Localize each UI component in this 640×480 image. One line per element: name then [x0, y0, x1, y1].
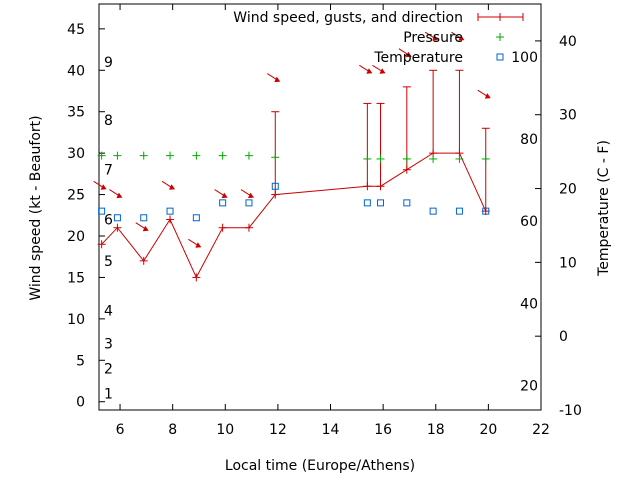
wind-direction-arrowhead [116, 192, 123, 199]
y2-tick-label: 40 [559, 34, 577, 50]
wind-direction-arrowhead [366, 68, 373, 74]
y2-tick-label: 0 [559, 329, 568, 345]
y-tick-label: 35 [67, 105, 85, 121]
wind-direction-arrowhead [100, 184, 107, 190]
temperature-point [245, 199, 253, 207]
plot-frame [98, 3, 542, 411]
y-tick-label: 15 [67, 270, 85, 286]
x-tick-label: 8 [168, 422, 177, 438]
temperature-point [377, 199, 385, 207]
y2-tick-label: 20 [559, 182, 577, 198]
wind-direction-arrowhead [221, 192, 228, 199]
y2-axis-title: Temperature (C - F) [596, 140, 612, 277]
legend-label-temperature: Temperature [373, 50, 463, 66]
wind-speed-line [101, 152, 487, 279]
beaufort-label: 4 [104, 304, 113, 320]
temperature-point [113, 214, 121, 222]
x-tick-label: 18 [427, 422, 445, 438]
y-tick-label: 0 [76, 395, 85, 411]
x-tick-label: 12 [269, 422, 287, 438]
wind-direction-arrowhead [274, 76, 281, 83]
axis-ticks [99, 4, 542, 411]
series-group [93, 31, 491, 282]
x-tick-label: 22 [532, 422, 550, 438]
y-tick-label: 30 [67, 146, 85, 162]
wind-direction-arrowhead [169, 184, 176, 190]
beaufort-label: 9 [104, 55, 113, 71]
y2-tick-label: 10 [559, 255, 577, 271]
y-tick-label: 45 [67, 22, 85, 38]
temperature-point [403, 199, 411, 207]
y2-tick-label: 30 [559, 108, 577, 124]
temperature-point [429, 207, 437, 215]
y2-tick-label: -10 [559, 403, 582, 419]
wind-direction-arrowhead [405, 51, 412, 58]
wind-direction-arrowhead [142, 225, 149, 232]
temperature-point [455, 207, 463, 215]
temperature-point [271, 182, 279, 190]
y-tick-label: 5 [76, 353, 85, 369]
temperature-point [98, 207, 106, 215]
x-tick-label: 10 [216, 422, 234, 438]
temperature-point [140, 214, 148, 222]
y-tick-label: 25 [67, 188, 85, 204]
wind-direction-arrowhead [432, 35, 439, 41]
y-tick-label: 10 [67, 312, 85, 328]
x-tick-label: 16 [374, 422, 392, 438]
temperature-point [192, 214, 200, 222]
legend-label-wind: Wind speed, gusts, and direction [233, 10, 463, 26]
beaufort-label: 8 [104, 113, 113, 129]
x-tick-label: 20 [479, 422, 497, 438]
beaufort-label: 7 [104, 163, 113, 179]
wind-direction-arrowhead [484, 93, 491, 99]
x-tick-label: 14 [322, 422, 340, 438]
wind-direction-arrowhead [247, 192, 254, 199]
fahrenheit-label: 60 [520, 214, 538, 230]
fahrenheit-label: 40 [520, 297, 538, 313]
temperature-point [166, 207, 174, 215]
beaufort-label: 6 [104, 212, 113, 228]
temperature-point [363, 199, 371, 207]
wind-direction-arrowhead [379, 68, 386, 74]
fahrenheit-label: 80 [520, 132, 538, 148]
temperature-point [219, 199, 227, 207]
temperature-point [482, 207, 490, 215]
axis-labels: 6 8 10 12 14 16 18 20 22051015202530354045123456… [67, 22, 582, 438]
wind-direction-arrowhead [458, 35, 465, 41]
beaufort-label: 3 [104, 337, 113, 353]
legend-label-pressure: Pressure [403, 30, 463, 46]
beaufort-label: 5 [104, 254, 113, 270]
x-axis-title: Local time (Europe/Athens) [225, 458, 415, 474]
fahrenheit-label: 20 [520, 379, 538, 395]
y-axis-title: Wind speed (kt - Beaufort) [28, 115, 44, 300]
legend-temperature-marker [496, 53, 504, 61]
fahrenheit-label: 100 [511, 50, 538, 66]
y-tick-label: 20 [67, 229, 85, 245]
beaufort-label: 2 [104, 362, 113, 378]
x-tick-label: 6 [116, 422, 125, 438]
y-tick-label: 40 [67, 63, 85, 79]
wind-direction-arrowhead [195, 242, 202, 248]
beaufort-label: 1 [104, 386, 113, 402]
legend: Wind speed, gusts, and direction Pressure… [233, 10, 524, 66]
